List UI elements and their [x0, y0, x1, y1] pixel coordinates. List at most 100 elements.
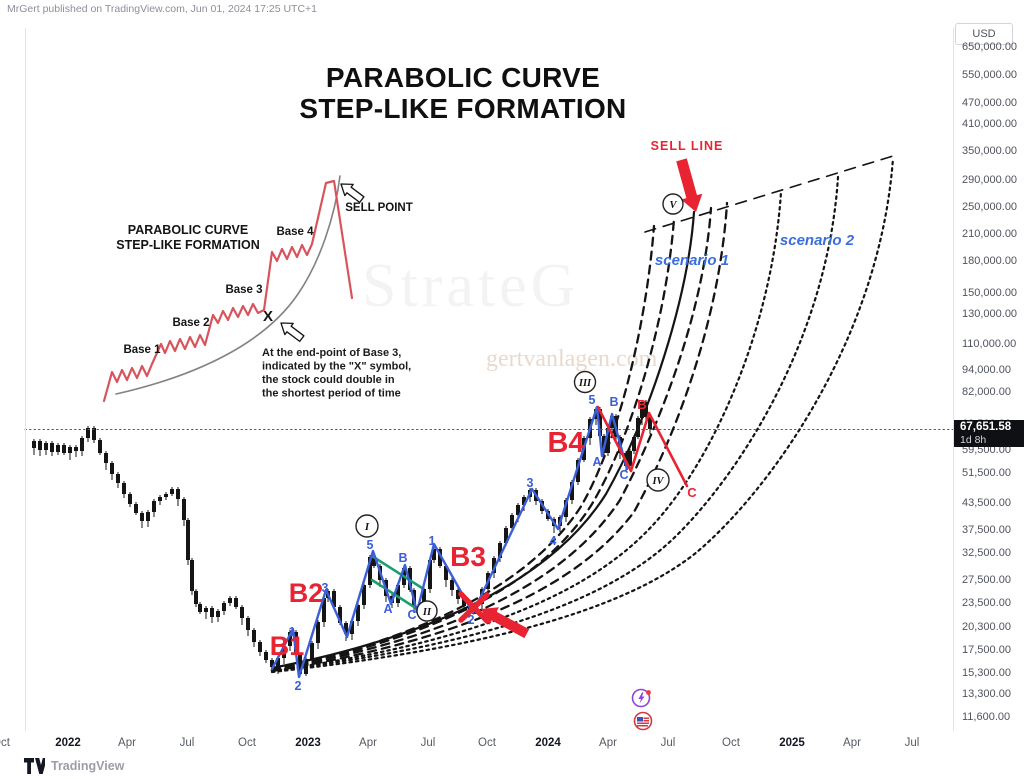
- candle-body: [304, 659, 308, 674]
- candle-body: [644, 402, 648, 417]
- wave-circle-V-label: V: [669, 200, 677, 211]
- price-tick: 650,000.00: [962, 41, 1018, 53]
- inset-arrow-x: [280, 322, 305, 343]
- candle-body: [468, 606, 472, 612]
- wave-label-1a: 1: [289, 625, 296, 639]
- candle-body: [614, 416, 618, 437]
- time-axis[interactable]: Oct 2022 Apr Jul Oct 2023 Apr Jul Oct 2024 Apr Jul O…: [0, 731, 1024, 757]
- candle-body: [510, 515, 514, 528]
- candle-body: [332, 591, 336, 607]
- flag-stripe: [643, 720, 649, 722]
- candle-body: [422, 589, 426, 608]
- time-tick-year: 2025: [779, 737, 805, 749]
- candle-body: [474, 604, 478, 612]
- price-tick: 20,300.00: [962, 621, 1011, 633]
- footer-brand[interactable]: TradingView: [24, 757, 124, 775]
- candle-body: [158, 497, 162, 501]
- candle-body: [170, 489, 174, 494]
- channel-line-bottom: [370, 578, 424, 614]
- wave-circle-IV: [646, 468, 670, 492]
- candle-body: [186, 520, 190, 560]
- candle-body: [540, 501, 544, 511]
- wave-circle-II: [416, 600, 438, 622]
- time-tick-month: Apr: [118, 737, 136, 749]
- candle-body: [182, 499, 186, 520]
- watermark-site: gertvanlagen.com: [486, 346, 658, 372]
- candle-body: [282, 646, 286, 658]
- candle-body: [190, 560, 194, 591]
- inset-heading-1: PARABOLIC CURVE: [128, 223, 248, 237]
- price-tick: 250,000.00: [962, 201, 1018, 213]
- price-tick: 43,500.00: [962, 497, 1011, 509]
- wave-label-3b: 3: [527, 476, 534, 490]
- candle-body: [128, 494, 132, 504]
- lightning-reaction-icon[interactable]: [630, 686, 654, 710]
- price-tick: 51,500.00: [962, 467, 1011, 479]
- wave-label-3a: 3: [322, 581, 329, 595]
- projected-abc-path: [596, 405, 689, 488]
- wave-circle-III-label: III: [578, 378, 592, 389]
- candle-body: [98, 440, 102, 453]
- candle-body: [640, 402, 644, 418]
- wave-label-5b: 5: [589, 393, 596, 407]
- wave-circle-III: [573, 370, 597, 394]
- wave-label-2b: 2: [468, 613, 475, 627]
- candle-body: [338, 607, 342, 623]
- price-axis[interactable]: USD 650,000.00 550,000.00 470,000.00 410,00…: [954, 0, 1024, 779]
- bar-countdown: 1d 8h: [960, 434, 987, 446]
- scenario2-curve-3: [270, 156, 895, 674]
- time-tick-month: Oct: [238, 737, 256, 749]
- currency-button[interactable]: USD: [955, 23, 1013, 45]
- candle-body: [222, 603, 226, 611]
- inset-note-line-3: the stock could double in: [262, 374, 395, 386]
- candle-body: [588, 419, 592, 438]
- candle-body: [288, 632, 292, 646]
- last-price-badge: 67,651.58 1d 8h: [954, 420, 1024, 447]
- candle-body: [122, 483, 126, 494]
- inset-label-base4: Base 4: [276, 226, 314, 238]
- sell-trend-line: [644, 155, 894, 233]
- candle-body: [438, 549, 442, 566]
- candle-body: [378, 566, 382, 580]
- time-tick-month: Jul: [420, 737, 436, 749]
- candle-body: [322, 598, 326, 622]
- inset-label-sell-point: SELL POINT: [345, 202, 413, 214]
- elliott-wave-path: [270, 405, 629, 679]
- candle-body: [632, 437, 636, 451]
- chart-title-line1: PARABOLIC CURVE: [325, 62, 601, 93]
- candle-body: [610, 416, 614, 428]
- time-tick-month: Oct: [0, 737, 10, 749]
- candle-body: [450, 580, 454, 590]
- candle-body: [602, 436, 606, 453]
- candle-body: [480, 589, 484, 604]
- time-tick-year: 2024: [535, 737, 561, 749]
- wave-label-A2: A: [592, 455, 601, 469]
- candle-body: [194, 591, 198, 604]
- inset-label-base3: Base 3: [225, 284, 262, 296]
- time-tick-year: 2022: [55, 737, 81, 749]
- candle-body: [246, 618, 250, 630]
- candle-body: [522, 497, 526, 505]
- candle-body: [492, 558, 496, 573]
- price-tick: 350,000.00: [962, 145, 1018, 157]
- price-tick: 23,500.00: [962, 597, 1011, 609]
- candle-body: [62, 445, 66, 453]
- candle-body: [582, 438, 586, 460]
- flag-canton: [637, 717, 643, 722]
- us-flag-reaction-icon[interactable]: [632, 710, 654, 732]
- candle-body: [276, 658, 280, 667]
- time-tick-year: 2023: [295, 737, 321, 749]
- candle-body: [444, 566, 448, 580]
- wave-label-4b: 4: [550, 534, 557, 548]
- candle-body: [402, 568, 406, 585]
- candle-body: [408, 568, 412, 590]
- candle-body: [356, 605, 360, 621]
- plot-left-border: [25, 28, 26, 731]
- candle-body: [44, 443, 48, 450]
- candle-body: [270, 660, 274, 667]
- scenario2-label: scenario 2: [780, 232, 855, 249]
- time-tick-month: Oct: [478, 737, 496, 749]
- candle-body: [618, 437, 622, 453]
- candle-body: [372, 557, 376, 566]
- price-tick: 410,000.00: [962, 118, 1018, 130]
